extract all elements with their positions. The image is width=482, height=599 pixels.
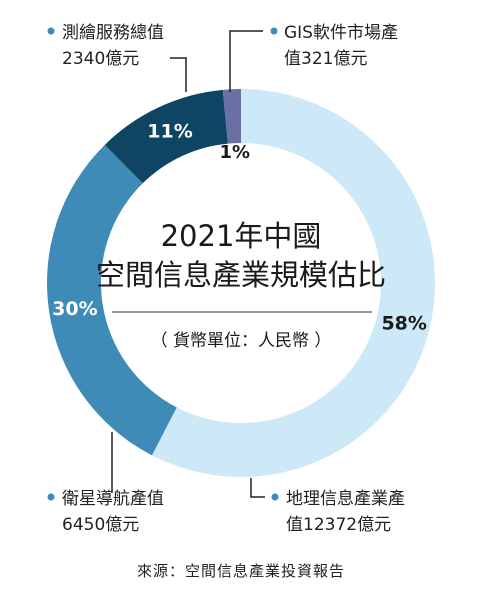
donut-slices <box>46 89 436 477</box>
leader-lines <box>111 30 265 498</box>
label-satnav-line1: 衛星導航產值 <box>62 489 164 509</box>
source-note: 來源：空間信息產業投資報告 <box>136 562 345 580</box>
label-geo-line1: 地理信息產業產 <box>286 489 405 509</box>
leader-line-survey <box>170 57 187 92</box>
legend-dot-geo <box>271 493 279 501</box>
label-gis-line1: GIS軟件市場產 <box>284 23 398 43</box>
legend-dot-gis <box>270 27 278 35</box>
slice-satnav <box>46 144 177 456</box>
slice-gis <box>222 89 241 144</box>
chart-title-line1: 2021年中國 <box>161 219 322 253</box>
label-geo-line2: 值12372億元 <box>286 515 391 535</box>
slice-geo-info <box>151 89 436 477</box>
label-survey-line2: 2340億元 <box>62 49 139 69</box>
leader-line-geo <box>250 478 265 498</box>
label-satnav-line2: 6450億元 <box>62 515 139 535</box>
unit-note: （ 貨幣單位：人民幣 ） <box>151 331 332 351</box>
chart-title-line2: 空間信息產業規模估比 <box>96 258 386 292</box>
legend-dot-survey <box>47 27 55 35</box>
percent-label-survey: 11% <box>147 121 192 143</box>
percent-labels: 58% 30% 11% 1% <box>52 121 427 335</box>
percent-label-geo: 58% <box>381 313 426 335</box>
percent-label-gis: 1% <box>220 142 251 163</box>
legend-dot-satnav <box>47 493 55 501</box>
percent-label-satnav: 30% <box>52 298 97 320</box>
label-survey-line1: 測繪服務總值 <box>62 23 164 43</box>
slice-survey <box>104 89 228 184</box>
leader-line-gis <box>229 30 263 92</box>
label-gis-line2: 值321億元 <box>284 49 367 69</box>
